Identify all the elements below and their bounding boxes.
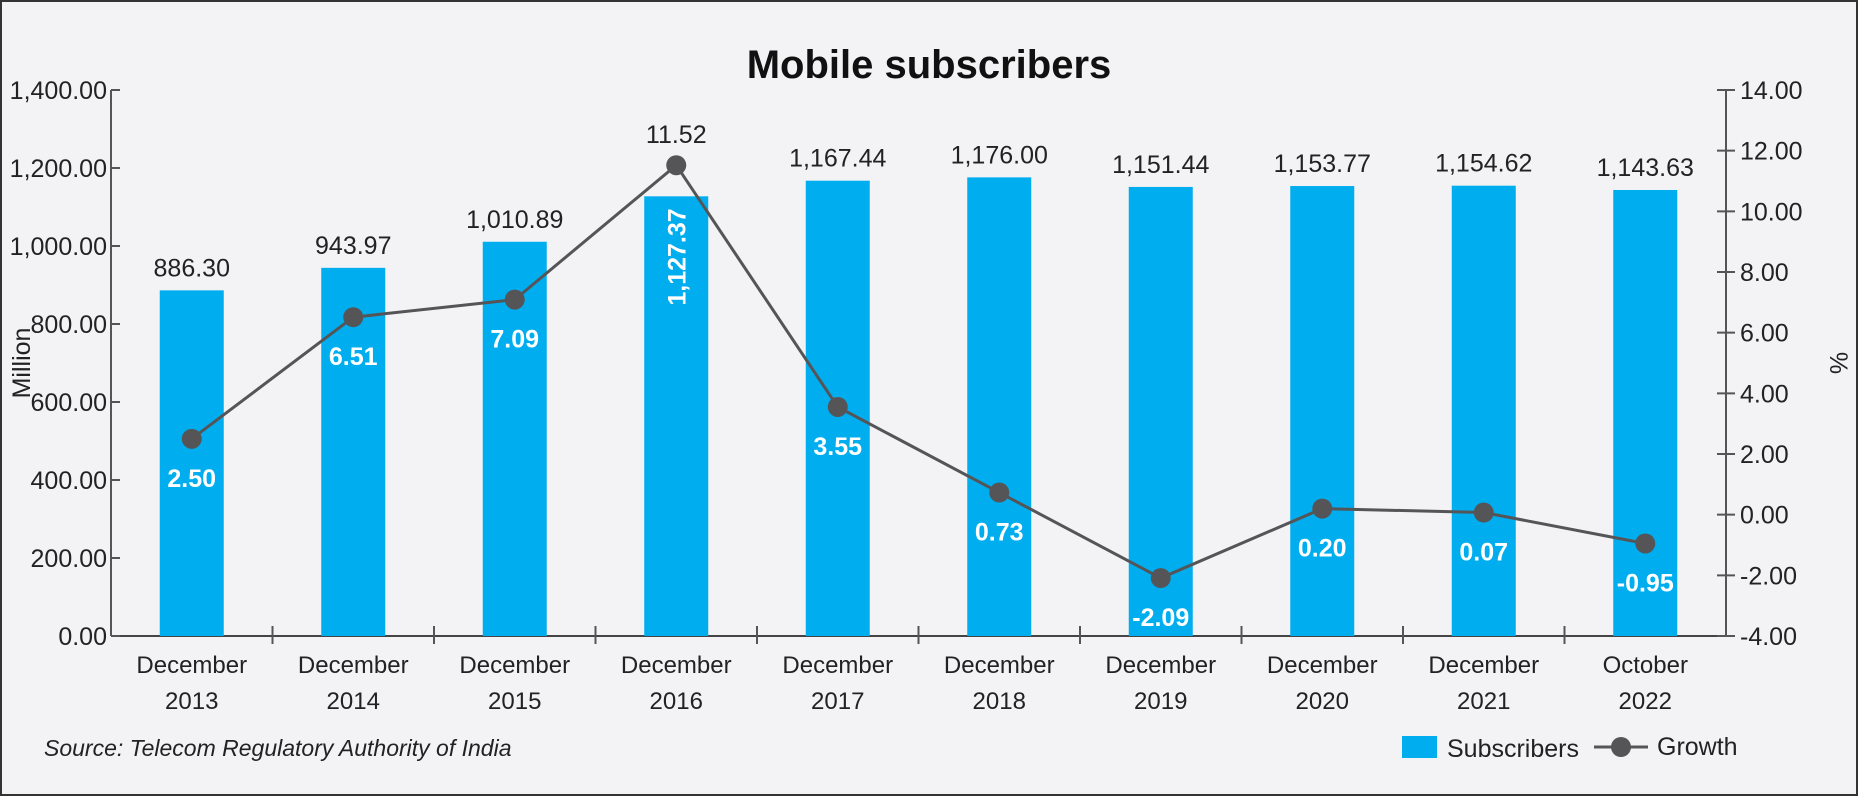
growth-line <box>190 163 1646 580</box>
left-tick-label: 1,400.00 <box>10 77 107 105</box>
left-tick-label: 400.00 <box>31 467 107 495</box>
legend-label-growth: Growth <box>1657 733 1738 761</box>
growth-value-label: -0.95 <box>1617 569 1674 597</box>
category-label-line2: 2020 <box>1296 688 1349 715</box>
category-label-line1: December <box>782 652 893 679</box>
growth-point <box>989 482 1010 503</box>
right-tick-label: -4.00 <box>1740 623 1797 651</box>
left-tick-label: 0.00 <box>58 623 107 651</box>
right-tick-label: 2.00 <box>1740 441 1789 469</box>
category-label-line2: 2015 <box>488 688 541 715</box>
bar-value-label: 943.97 <box>315 232 391 260</box>
bar-value-label: 1,154.62 <box>1435 150 1532 178</box>
right-tick-label: 12.00 <box>1740 138 1803 166</box>
category-label-line2: 2022 <box>1619 688 1672 715</box>
legend-swatch-growth-point <box>1611 737 1631 757</box>
right-tick-label: 8.00 <box>1740 259 1789 287</box>
growth-point <box>666 155 687 176</box>
bar-subscribers <box>321 267 386 636</box>
category-label-line2: 2017 <box>811 688 864 715</box>
left-tick-label: 800.00 <box>31 311 107 339</box>
source-note: Source: Telecom Regulatory Authority of … <box>44 735 512 761</box>
left-tick-label: 600.00 <box>31 389 107 417</box>
category-label-line1: December <box>1428 652 1539 679</box>
bar-value-label: 1,143.63 <box>1597 154 1694 182</box>
bar-value-label: 1,176.00 <box>951 141 1048 169</box>
growth-value-label: 0.07 <box>1459 539 1508 567</box>
legend-swatch-subscribers <box>1402 736 1437 758</box>
left-tick-label: 1,000.00 <box>10 233 107 261</box>
bar-value-label: 1,167.44 <box>789 145 886 173</box>
left-tick-label: 200.00 <box>31 545 107 573</box>
category-label-line2: 2018 <box>973 688 1026 715</box>
category-label-line2: 2013 <box>165 688 218 715</box>
growth-point <box>181 428 202 449</box>
growth-point <box>343 307 364 328</box>
category-label-line2: 2014 <box>327 688 380 715</box>
bar-subscribers <box>1451 185 1516 637</box>
right-tick-label: -2.00 <box>1740 562 1797 590</box>
bar-value-label: 886.30 <box>154 254 230 282</box>
growth-value-label: 3.55 <box>813 433 862 461</box>
bar-value-label: 1,010.89 <box>466 206 563 234</box>
right-axis-title: % <box>1824 352 1852 374</box>
right-tick-label: 4.00 <box>1740 380 1789 408</box>
growth-value-label: 7.09 <box>490 326 539 354</box>
right-tick-label: 6.00 <box>1740 320 1789 348</box>
bar-subscribers <box>967 177 1032 637</box>
category-label-line1: December <box>1267 652 1378 679</box>
right-tick-label: 10.00 <box>1740 198 1803 226</box>
right-tick-label: 14.00 <box>1740 77 1803 105</box>
growth-point <box>1635 533 1656 554</box>
category-label-line1: December <box>1105 652 1216 679</box>
category-label-line2: 2021 <box>1457 688 1510 715</box>
bar-subscribers <box>1128 186 1193 636</box>
growth-point <box>827 396 848 417</box>
bar-subscribers <box>159 290 224 636</box>
bar-value-label: 1,153.77 <box>1274 150 1371 178</box>
growth-point <box>504 289 525 310</box>
category-label-line1: December <box>459 652 570 679</box>
category-label-line1: October <box>1603 652 1688 679</box>
bar-subscribers <box>644 196 709 637</box>
growth-value-label: 2.50 <box>167 465 216 493</box>
bar-subscribers <box>1290 186 1355 636</box>
left-axis-title: Million <box>8 328 36 399</box>
growth-point <box>1473 502 1494 523</box>
growth-value-label: 0.20 <box>1298 535 1347 563</box>
category-label-line2: 2016 <box>650 688 703 715</box>
category-label-line1: December <box>621 652 732 679</box>
growth-value-label: 6.51 <box>329 343 378 371</box>
bar-subscribers <box>1613 189 1678 636</box>
growth-value-label: 0.73 <box>975 519 1024 547</box>
growth-point <box>1312 498 1333 519</box>
bar-value-label: 1,127.37 <box>663 208 691 305</box>
category-label-line1: December <box>298 652 409 679</box>
category-label-line2: 2019 <box>1134 688 1187 715</box>
bar-value-label: 1,151.44 <box>1112 151 1209 179</box>
category-label-line1: December <box>944 652 1055 679</box>
legend-label-subscribers: Subscribers <box>1447 735 1579 763</box>
growth-value-label: -2.09 <box>1132 604 1189 632</box>
chart-title: Mobile subscribers <box>747 43 1112 87</box>
left-tick-label: 1,200.00 <box>10 155 107 183</box>
growth-value-label: 11.52 <box>646 121 707 149</box>
category-label-line1: December <box>136 652 247 679</box>
growth-point <box>1150 568 1171 589</box>
right-tick-label: 0.00 <box>1740 502 1789 530</box>
